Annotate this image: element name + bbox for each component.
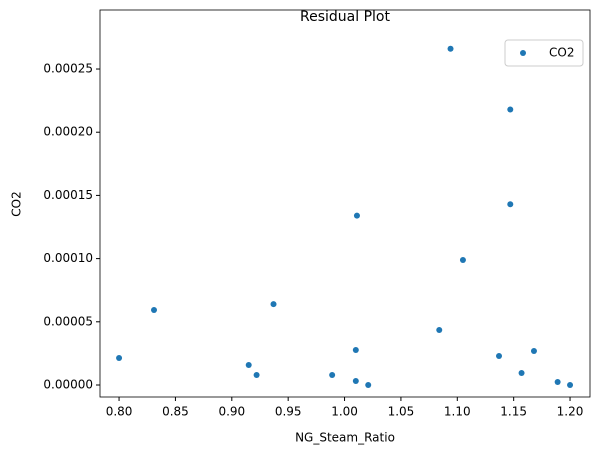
point	[507, 106, 514, 113]
point	[352, 346, 359, 353]
point	[329, 372, 336, 379]
point	[253, 372, 260, 379]
point	[518, 369, 525, 376]
point	[554, 378, 561, 385]
point	[245, 362, 252, 369]
point	[496, 353, 503, 360]
point	[352, 377, 359, 384]
point	[151, 307, 158, 314]
point	[459, 256, 466, 263]
x-axis-label: NG_Steam_Ratio	[295, 431, 395, 445]
y-tick-label: 0.00010	[43, 251, 93, 265]
x-tick-label: 1.10	[444, 405, 471, 419]
x-tick-label: 1.20	[557, 405, 584, 419]
point	[447, 45, 454, 52]
y-axis-label: CO2	[10, 191, 24, 216]
x-tick-label: 1.15	[500, 405, 527, 419]
y-tick-label: 0.00005	[43, 314, 93, 328]
legend-label: CO2	[549, 46, 574, 60]
plot-frame	[99, 9, 591, 398]
point	[365, 381, 372, 388]
point	[530, 347, 537, 354]
y-tick-label: 0.00025	[43, 62, 93, 76]
x-tick-label: 1.05	[388, 405, 415, 419]
x-tick-label: 1.00	[331, 405, 358, 419]
point	[353, 212, 360, 219]
y-tick-label: 0.00000	[43, 377, 93, 391]
x-tick-label: 0.95	[275, 405, 302, 419]
chart-title: Residual Plot	[300, 9, 390, 25]
x-tick-label: 0.85	[162, 405, 189, 419]
point	[436, 327, 443, 334]
legend-box	[504, 39, 584, 67]
point	[270, 301, 277, 308]
legend-marker	[520, 50, 526, 56]
point	[567, 381, 574, 388]
point	[507, 201, 514, 208]
x-tick-label: 0.80	[106, 405, 133, 419]
y-tick-label: 0.00020	[43, 125, 93, 139]
y-tick-label: 0.00015	[43, 188, 93, 202]
point	[116, 354, 123, 361]
x-tick-label: 0.90	[218, 405, 245, 419]
